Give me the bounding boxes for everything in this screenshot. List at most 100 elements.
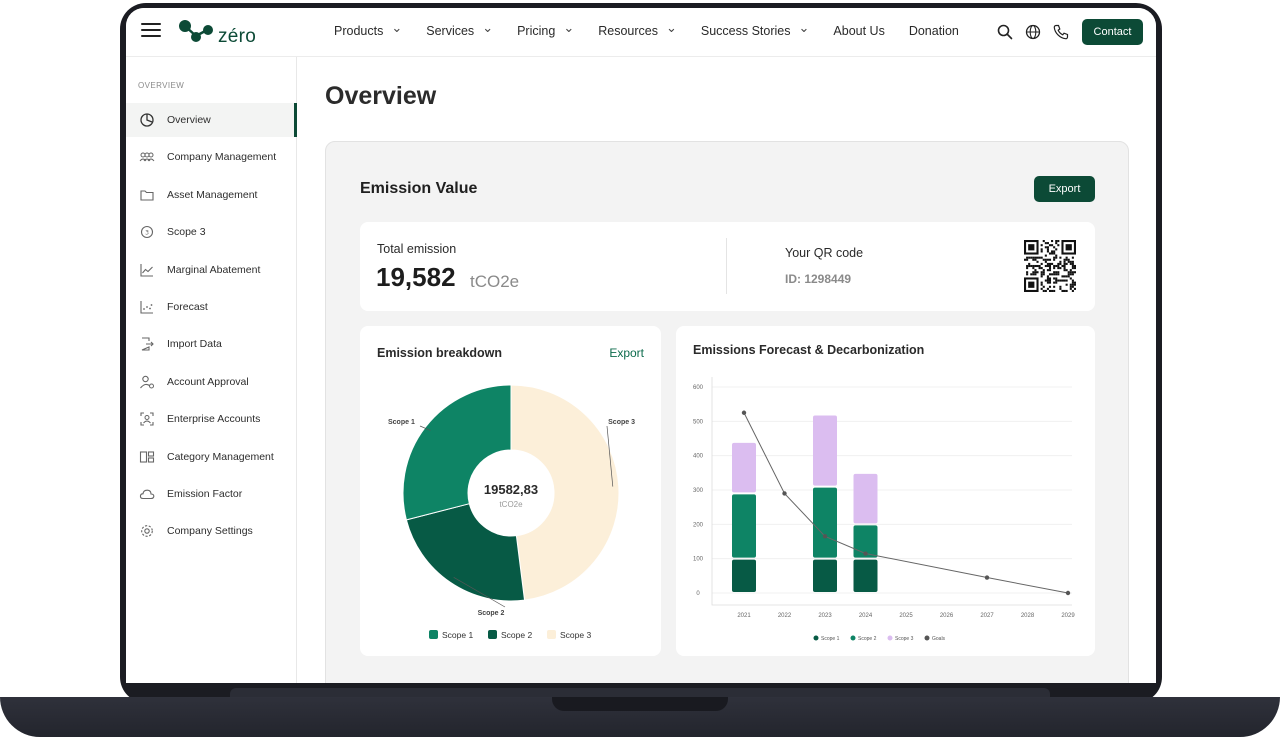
chevron-down-icon: ⌄ [798,20,810,35]
x-tick-label: 2027 [980,613,994,619]
goals-line [743,412,1069,594]
bar-scope-1-2023[interactable] [813,559,837,592]
chevron-down-icon: ⌄ [391,20,403,35]
bar-scope-2-2021[interactable] [732,494,756,558]
brand-logo[interactable]: zéro [178,18,256,48]
pie-callout-line [606,425,614,487]
search-icon[interactable] [996,23,1014,41]
nav-about-us[interactable]: About Us [833,24,884,38]
bar-scope-1-2024[interactable] [853,559,878,592]
sidebar-item-enterprise-accounts[interactable]: Enterprise Accounts [126,402,297,436]
x-tick-label: 2024 [859,613,873,619]
pie-callout-line [453,577,506,608]
sidebar-item-label: Asset Management [167,188,258,201]
sidebar-item-overview[interactable]: Overview [126,103,297,137]
qr-code-image[interactable] [1024,240,1076,292]
emission-value-panel: Emission Value Export Total emission 19,… [325,141,1129,683]
sidebar: OVERVIEW Overview Company Management Asset… [126,57,297,683]
sidebar-item-company-management[interactable]: Company Management [126,140,297,174]
nav-label: Products [334,24,384,38]
bar-scope-3-2024[interactable] [853,473,878,524]
goals-point[interactable] [863,551,868,556]
pie-callout-label: Scope 1 [388,419,415,426]
sidebar-item-account-approval[interactable]: Account Approval [126,365,297,399]
bar-legend-item: Scope 2 [850,635,877,642]
sidebar-item-company-settings[interactable]: Company Settings [126,514,297,548]
nav-resources[interactable]: Resources ⌄ [598,20,677,38]
top-navbar: zéro Products ⌄ Services ⌄ Pricing ⌄ Resources… [126,8,1156,57]
emissions-forecast-chart: 0 100 200 300 400 500 600 2021 2022 2023 2024 2025 2… [693,377,1075,642]
goals-point[interactable] [782,491,787,496]
bar-scope-2-2024[interactable] [853,525,878,558]
goals-point[interactable] [984,575,990,580]
sidebar-item-import-data[interactable]: Import Data [126,327,297,361]
goals-point[interactable] [1065,590,1071,596]
import-icon [139,336,155,352]
laptop-notch [552,697,728,711]
forecast-title: Emissions Forecast & Decarbonization [693,343,925,357]
nav-donation[interactable]: Donation [909,24,959,38]
bar-legend-label: Scope 1 [821,636,840,642]
nav-pricing[interactable]: Pricing ⌄ [517,20,574,38]
goals-point[interactable] [741,410,747,415]
bar-scope-2-2023[interactable] [813,487,837,558]
sidebar-item-emission-factor[interactable]: Emission Factor [126,477,297,511]
y-tick-label: 400 [693,454,704,460]
pie-slice-scope-3[interactable] [510,384,620,601]
user-check-icon [139,374,155,390]
sidebar-item-forecast[interactable]: Forecast [126,290,297,324]
pie-legend-swatch [547,630,556,639]
contact-button[interactable]: Contact [1082,19,1143,45]
phone-icon[interactable] [1052,23,1070,41]
sidebar-item-label: Enterprise Accounts [167,413,261,426]
sidebar-item-label: Account Approval [167,375,249,388]
sidebar-item-label: Scope 3 [167,226,206,239]
export-button[interactable]: Export [1034,176,1095,202]
pie-legend-swatch [429,630,438,639]
pie-legend-label: Scope 3 [560,630,591,640]
bar-legend-item: Scope 1 [813,635,840,642]
bar-legend-swatch [924,635,930,641]
x-tick-label: 2025 [899,613,913,619]
nav-success-stories[interactable]: Success Stories ⌄ [701,20,810,38]
sidebar-item-label: Forecast [167,301,208,313]
pie-slice-scope-2[interactable] [405,503,526,602]
chevron-down-icon: ⌄ [563,20,575,35]
globe-icon[interactable] [1024,23,1042,41]
chevron-down-icon: ⌄ [482,20,494,35]
nav-products[interactable]: Products ⌄ [334,20,402,38]
nav-label: Resources [598,24,658,38]
y-tick-label: 0 [696,591,700,597]
bar-scope-3-2023[interactable] [813,415,837,486]
sidebar-item-label: Company Settings [167,525,253,538]
sidebar-item-label: Import Data [167,338,222,351]
folder-icon [139,187,155,203]
pie-icon [139,112,155,128]
laptop-hinge [230,688,1050,698]
nav-services[interactable]: Services ⌄ [426,20,493,38]
pie-slice-scope-1[interactable] [402,384,512,521]
emissions-forecast-card: Emissions Forecast & Decarbonization 0 10… [676,326,1095,656]
sidebar-item-asset-management[interactable]: Asset Management [126,178,297,212]
sidebar-item-marginal-abatement[interactable]: Marginal Abatement [126,253,297,287]
sidebar-item-category-management[interactable]: Category Management [126,440,297,474]
goals-point[interactable] [822,534,828,539]
qr-code-id: ID: 1298449 [785,272,852,286]
bar-scope-3-2021[interactable] [732,442,756,493]
logo-text: zéro [218,26,257,47]
bar-legend-item: Scope 3 [887,635,914,642]
user-frame-icon [139,411,155,427]
pie-callout-label: Scope 2 [478,610,505,617]
y-tick-label: 600 [693,385,704,391]
sidebar-item-scope-3[interactable]: 3 Scope 3 [126,215,297,249]
menu-icon[interactable] [141,23,161,39]
emission-breakdown-card: Emission breakdown Export Scope 1 Scope 3… [360,326,661,656]
logo-mark-icon [179,20,213,42]
total-emission-unit: tCO2e [470,272,520,291]
breakdown-export-link[interactable]: Export [609,346,644,360]
bar-scope-1-2021[interactable] [732,559,756,592]
nav-label: Services [426,24,475,38]
total-emission-value: 19,582 [376,262,456,292]
bar-legend-label: Goals [932,636,946,642]
nav-label: Pricing [517,24,556,38]
